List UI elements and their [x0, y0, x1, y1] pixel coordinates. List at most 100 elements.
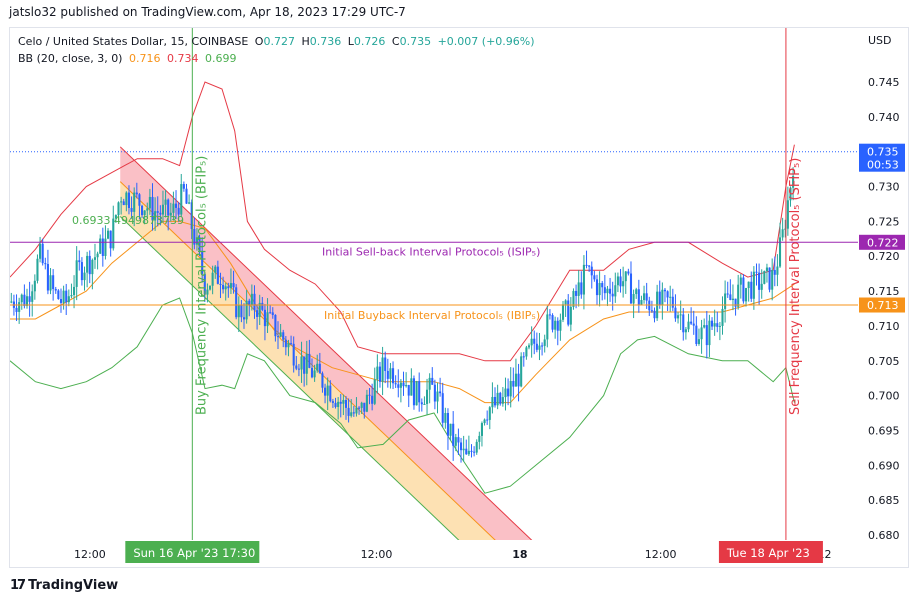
candle-body	[355, 407, 358, 414]
candle-body	[109, 230, 112, 249]
candle-body	[358, 407, 361, 409]
candle-body	[731, 298, 735, 300]
candle-body	[428, 377, 431, 390]
bb-basis-value: 0.716	[128, 52, 161, 65]
candle-body	[619, 276, 622, 287]
candle-body	[684, 329, 687, 333]
candle-body	[88, 255, 91, 275]
candle-body	[643, 293, 646, 300]
candle-body	[334, 402, 337, 407]
plot-layer: Initial Sell-back Interval Protocol₅ (IS…	[10, 28, 858, 540]
candle-body	[507, 388, 510, 397]
candle-body	[261, 302, 264, 310]
candle-body	[310, 367, 314, 378]
candle-body	[91, 259, 94, 275]
candle-body	[237, 305, 240, 318]
bb-legend[interactable]: BB (20, close, 3, 0) 0.716 0.734 0.699	[18, 52, 239, 65]
candle-body	[444, 412, 447, 423]
x-tick-label: 12:00	[361, 548, 393, 561]
candle-body	[211, 272, 214, 286]
y-tick-label: 0.715	[868, 285, 900, 298]
candle-body	[496, 392, 499, 406]
candle-body	[509, 380, 512, 397]
candle-body	[167, 199, 170, 216]
candle-body	[488, 407, 491, 420]
candle-body	[78, 260, 81, 263]
open-label: O	[254, 35, 264, 48]
candle-body	[263, 309, 266, 327]
candle-body	[483, 419, 486, 424]
candle-body	[28, 296, 31, 302]
candle-body	[321, 373, 324, 388]
candle-body	[59, 299, 63, 303]
candle-body	[700, 327, 703, 340]
candle-body	[538, 345, 541, 350]
candle-body	[54, 289, 57, 291]
candle-body	[57, 290, 60, 300]
tradingview-logo[interactable]: 17 TradingView	[10, 578, 118, 593]
candle-body	[86, 255, 89, 273]
vline-label-0: Buy Frequency Interval Protocol₅ (BFIP₅)	[194, 156, 209, 415]
candle-body	[25, 296, 29, 306]
candle-body	[658, 291, 661, 305]
candle-body	[588, 265, 591, 267]
close-value: 0.735	[399, 35, 432, 48]
candle-body	[371, 395, 374, 404]
candle-body	[478, 435, 481, 442]
candle-body	[452, 423, 455, 446]
candle-body	[248, 300, 251, 306]
candle-body	[677, 315, 680, 319]
candle-body	[350, 412, 353, 416]
candle-body	[10, 301, 13, 303]
candle-body	[133, 192, 136, 212]
candle-body	[690, 321, 693, 324]
candle-body	[224, 286, 227, 290]
candle-body	[284, 339, 287, 348]
candle-body	[114, 215, 117, 219]
candle-body	[384, 357, 387, 371]
candle-body	[504, 388, 507, 398]
low-value: 0.726	[353, 35, 386, 48]
price-marker-bg-2	[859, 297, 905, 313]
candle-body	[601, 283, 604, 288]
candle-body	[146, 208, 149, 211]
candle-body	[164, 199, 167, 205]
candle-body	[739, 277, 742, 285]
hline-label-0: Initial Sell-back Interval Protocol₅ (IS…	[322, 245, 540, 258]
candle-body	[595, 279, 599, 296]
candle-body	[300, 356, 303, 370]
date-badge-text-1: Tue 18 Apr '23	[726, 546, 810, 560]
candle-body	[373, 379, 376, 404]
candle-body	[169, 212, 172, 216]
candle-body	[412, 378, 416, 406]
candle-body	[405, 385, 408, 387]
channel-upper-zone	[120, 146, 532, 540]
x-tick-label: 12:00	[74, 548, 106, 561]
candle-body	[185, 188, 188, 204]
candle-body	[352, 412, 355, 414]
channel-top-line	[119, 146, 533, 540]
channel-bottom-line	[119, 216, 460, 540]
hline-label-1: Initial Buyback Interval Protocol₅ (IBIP…	[324, 309, 540, 322]
candle-body	[120, 201, 123, 203]
candle-body	[337, 401, 340, 407]
candle-body	[577, 282, 580, 296]
candle-body	[258, 302, 261, 317]
candle-body	[206, 289, 209, 295]
candle-body	[342, 399, 345, 404]
candle-body	[541, 345, 544, 347]
candle-body	[729, 294, 732, 300]
candle-body	[389, 368, 392, 379]
candle-body	[585, 264, 588, 266]
candle-body	[235, 287, 238, 318]
candle-body	[269, 312, 272, 314]
y-tick-label: 0.740	[868, 111, 900, 124]
candle-body	[227, 286, 230, 289]
candle-body	[282, 332, 285, 340]
candle-body	[363, 402, 366, 412]
candle-body	[266, 312, 269, 327]
candle-body	[716, 323, 719, 327]
candle-body	[663, 289, 667, 292]
candle-body	[148, 196, 151, 209]
